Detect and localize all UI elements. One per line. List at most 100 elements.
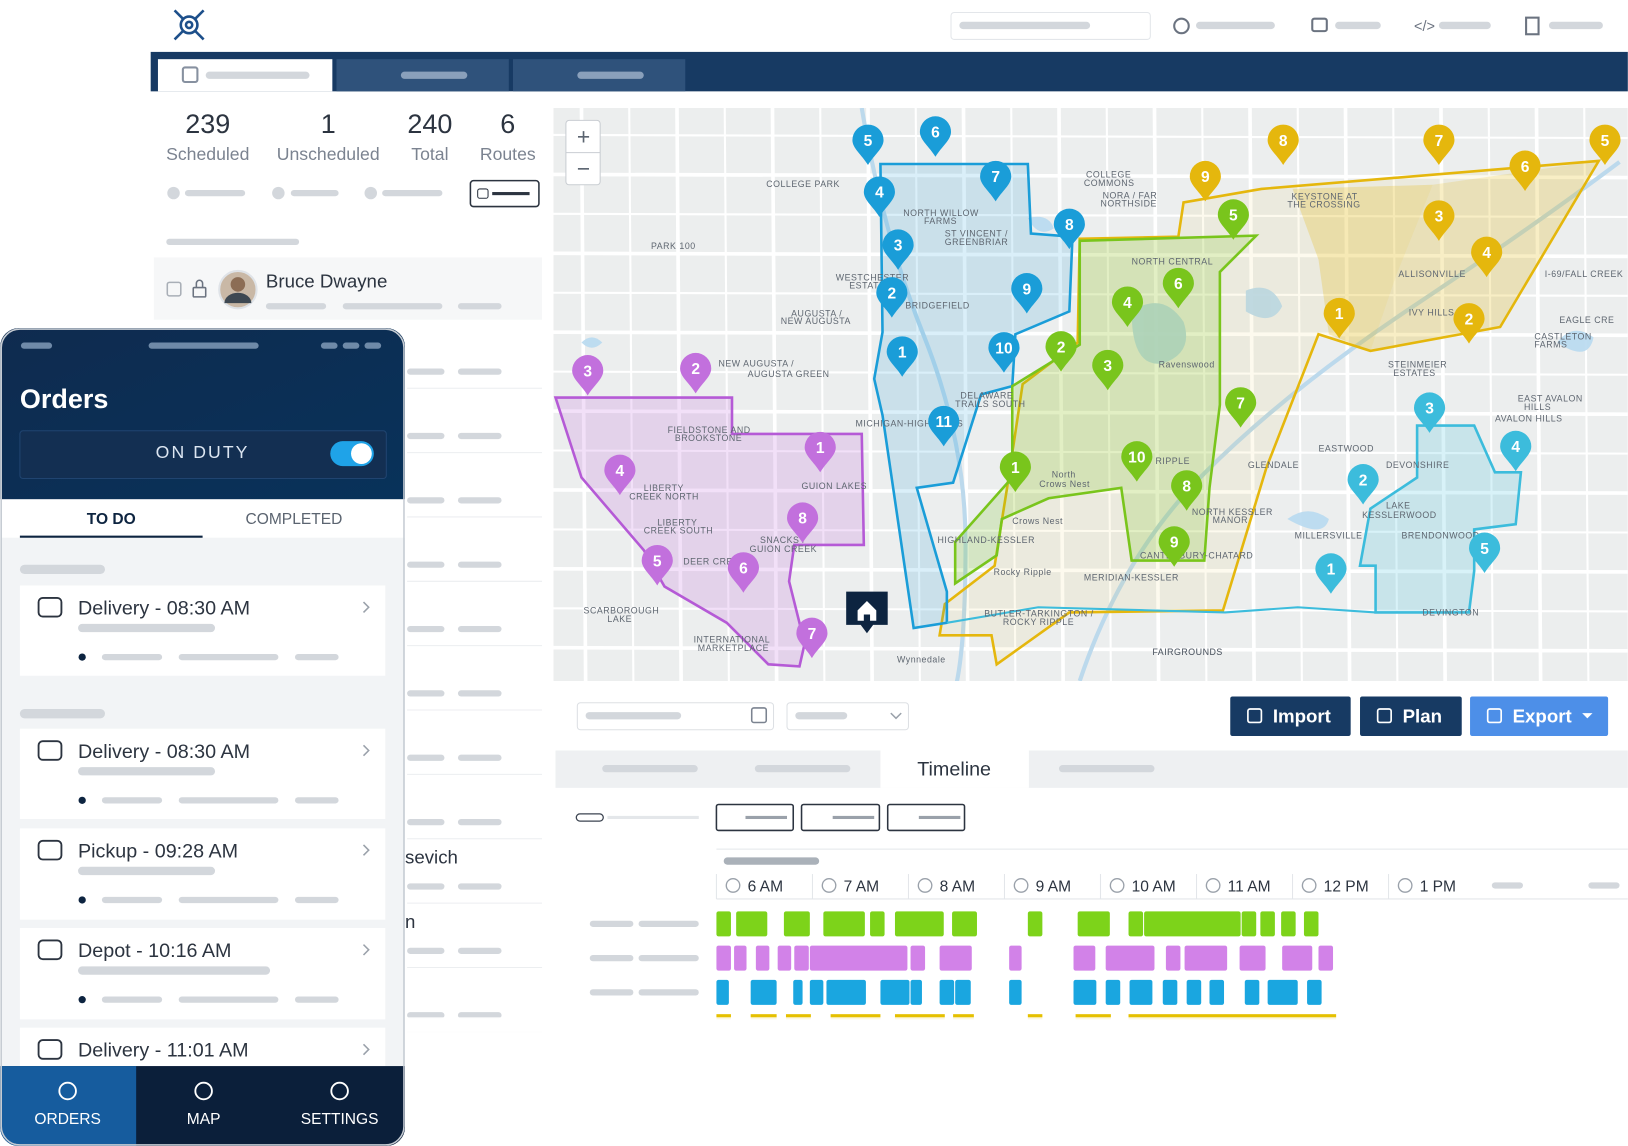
schedule-block[interactable] [823, 911, 865, 937]
stop-pin[interactable]: 7 [796, 617, 828, 659]
stop-pin[interactable]: 1 [999, 451, 1031, 493]
schedule-block[interactable] [1009, 979, 1022, 1005]
stop-pin[interactable]: 4 [863, 176, 895, 217]
order-card[interactable]: Pickup - 09:28 AM [19, 828, 386, 920]
schedule-block[interactable] [1307, 979, 1322, 1005]
stop-pin[interactable]: 3 [1092, 349, 1124, 391]
schedule-block[interactable] [826, 979, 866, 1005]
schedule-block[interactable] [910, 979, 922, 1005]
zoom-out[interactable]: − [577, 155, 590, 181]
stop-pin[interactable]: 5 [1217, 199, 1249, 240]
stop-pin[interactable]: 8 [787, 502, 819, 543]
stop-pin[interactable]: 10 [1121, 441, 1153, 482]
schedule-block[interactable] [1073, 945, 1096, 971]
schedule-block[interactable] [1282, 945, 1313, 971]
schedule-block[interactable] [1244, 979, 1260, 1005]
mobile-tab[interactable]: COMPLETED [246, 511, 343, 528]
schedule-block[interactable] [880, 979, 910, 1005]
nav-label[interactable]: ORDERS [34, 1111, 101, 1128]
schedule-block[interactable] [1105, 945, 1155, 971]
schedule-block[interactable] [1105, 979, 1121, 1005]
stop-pin[interactable]: 1 [1323, 297, 1355, 339]
schedule-block[interactable] [794, 945, 809, 971]
schedule-block[interactable] [1184, 945, 1228, 971]
stop-pin[interactable]: 9 [1189, 160, 1221, 202]
stop-pin[interactable]: 5 [1589, 124, 1621, 166]
schedule-block[interactable] [870, 911, 885, 937]
schedule-block[interactable] [716, 911, 731, 937]
stop-pin[interactable]: 5 [1469, 532, 1501, 573]
stop-pin[interactable]: 3 [1413, 392, 1446, 433]
stop-pin[interactable]: 1 [1315, 553, 1347, 594]
schedule-block[interactable] [1260, 911, 1275, 937]
schedule-block[interactable] [755, 945, 770, 971]
zoom-in[interactable]: + [577, 123, 590, 149]
stop-pin[interactable]: 9 [1158, 526, 1190, 567]
stop-pin[interactable]: 6 [919, 116, 952, 157]
schedule-block[interactable] [955, 979, 971, 1005]
schedule-block[interactable] [716, 945, 731, 971]
schedule-block[interactable] [777, 945, 792, 971]
depot-marker[interactable] [846, 591, 888, 634]
mobile-tab[interactable]: TO DO [87, 511, 136, 528]
stop-pin[interactable]: 5 [852, 124, 884, 166]
schedule-block[interactable] [1128, 911, 1144, 937]
schedule-block[interactable] [809, 945, 908, 971]
stop-pin[interactable]: 11 [928, 405, 960, 447]
order-card[interactable]: Delivery - 08:30 AM [19, 585, 386, 676]
schedule-block[interactable] [1186, 979, 1202, 1005]
schedule-block[interactable] [1144, 911, 1241, 937]
stop-pin[interactable]: 7 [1225, 387, 1257, 428]
stop-pin[interactable]: 2 [1045, 331, 1077, 372]
stop-pin[interactable]: 8 [1053, 208, 1085, 250]
code-icon[interactable]: </> [1414, 19, 1435, 35]
schedule-block[interactable] [910, 945, 926, 971]
logo[interactable] [173, 9, 205, 41]
schedule-block[interactable] [939, 979, 955, 1005]
schedule-block[interactable] [939, 945, 972, 971]
schedule-block[interactable] [1318, 945, 1334, 971]
schedule-block[interactable] [734, 945, 747, 971]
stop-pin[interactable]: 6 [1162, 267, 1194, 309]
stop-pin[interactable]: 6 [1509, 150, 1541, 191]
schedule-block[interactable] [894, 911, 944, 937]
stop-pin[interactable]: 3 [1423, 200, 1455, 241]
schedule-block[interactable] [1129, 979, 1153, 1005]
stop-pin[interactable]: 2 [876, 277, 908, 318]
schedule-block[interactable] [1281, 911, 1296, 937]
schedule-block[interactable] [736, 911, 768, 937]
schedule-block[interactable] [793, 979, 803, 1005]
stop-pin[interactable]: 2 [1347, 464, 1379, 505]
stop-pin[interactable]: 7 [1423, 124, 1455, 166]
schedule-block[interactable] [1241, 911, 1257, 937]
order-card[interactable]: Delivery - 08:30 AM [19, 728, 386, 820]
import-button[interactable]: Import [1230, 696, 1351, 736]
schedule-block[interactable] [1239, 945, 1266, 971]
stop-pin[interactable]: 4 [1471, 236, 1503, 278]
stop-pin[interactable]: 3 [572, 355, 604, 396]
stop-pin[interactable]: 2 [680, 352, 712, 394]
plan-button[interactable]: Plan [1360, 696, 1462, 736]
stop-pin[interactable]: 4 [604, 454, 636, 496]
stop-pin[interactable]: 4 [1111, 286, 1144, 327]
stop-pin[interactable]: 9 [1011, 273, 1043, 314]
nav-label[interactable]: MAP [187, 1111, 221, 1128]
stop-pin[interactable]: 5 [641, 544, 673, 586]
stop-pin[interactable]: 4 [1500, 430, 1532, 472]
stop-pin[interactable]: 7 [980, 160, 1012, 202]
schedule-block[interactable] [1009, 945, 1022, 971]
schedule-block[interactable] [1267, 979, 1298, 1005]
schedule-block[interactable] [1162, 979, 1178, 1005]
order-card[interactable]: Depot - 10:16 AM [19, 928, 386, 1020]
nav-label[interactable]: SETTINGS [301, 1111, 379, 1128]
stop-pin[interactable]: 1 [886, 336, 918, 377]
stop-pin[interactable]: 3 [882, 229, 914, 270]
schedule-block[interactable] [783, 911, 810, 937]
schedule-block[interactable] [716, 979, 729, 1005]
stop-pin[interactable]: 10 [988, 332, 1020, 373]
schedule-block[interactable] [750, 979, 777, 1005]
schedule-block[interactable] [1209, 979, 1225, 1005]
export-button[interactable]: Export [1470, 696, 1609, 736]
schedule-block[interactable] [952, 911, 977, 937]
stop-pin[interactable]: 2 [1453, 303, 1485, 344]
